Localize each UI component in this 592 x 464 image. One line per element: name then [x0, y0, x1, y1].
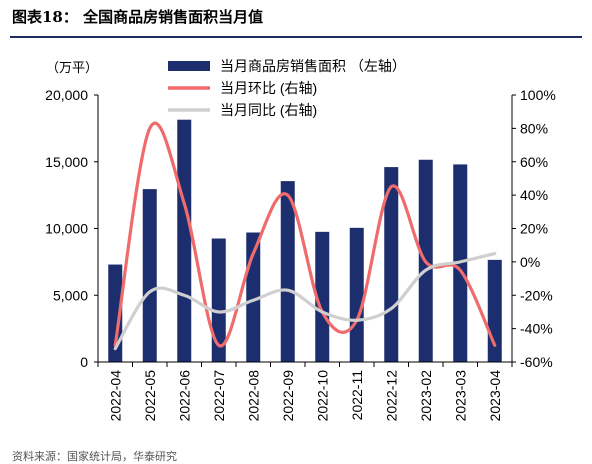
- right-tick-label: -20%: [520, 287, 553, 303]
- right-tick-label: 60%: [520, 154, 548, 170]
- left-tick-label: 5,000: [53, 287, 88, 303]
- legend-label: 当月同比 (右轴): [220, 102, 317, 118]
- legend-label: 当月商品房销售面积 （左轴）: [220, 58, 406, 74]
- x-tick-label: 2023-04: [487, 370, 503, 422]
- x-tick-label: 2022-12: [383, 370, 399, 422]
- axes: 0 5,000 10,000 15,000 20,000 -60% -40% -20% 0% 20…: [45, 87, 556, 421]
- legend: 当月商品房销售面积 （左轴） 当月环比 (右轴) 当月同比 (右轴): [168, 58, 406, 118]
- bar-series: [108, 120, 502, 362]
- right-tick-label: -40%: [520, 321, 553, 337]
- right-tick-label: 100%: [520, 87, 556, 103]
- bar-2022-09: [281, 181, 295, 362]
- x-tick-label: 2022-05: [142, 370, 158, 422]
- bar-2022-06: [177, 120, 191, 362]
- x-tick-label: 2022-08: [245, 370, 261, 422]
- line-series: [115, 123, 495, 348]
- left-tick-label: 10,000: [45, 221, 88, 237]
- x-tick-label: 2022-11: [349, 370, 365, 421]
- legend-label: 当月环比 (右轴): [220, 80, 317, 96]
- left-tick-label: 0: [80, 354, 88, 370]
- left-axis-unit-label: （万平）: [46, 60, 98, 75]
- left-tick-label: 15,000: [45, 154, 88, 170]
- right-tick-label: 40%: [520, 187, 548, 203]
- bar-2022-11: [350, 228, 364, 362]
- bar-2022-05: [143, 189, 157, 362]
- right-tick-label: 20%: [520, 221, 548, 237]
- x-tick-label: 2022-10: [314, 370, 330, 422]
- line-series-1: [115, 123, 495, 346]
- x-tick-label: 2022-06: [176, 370, 192, 422]
- legend-swatch-bar: [168, 61, 210, 71]
- x-tick-label: 2022-09: [280, 370, 296, 422]
- x-tick-label: 2022-07: [211, 370, 227, 422]
- x-tick-label: 2023-02: [418, 370, 434, 422]
- right-tick-label: -60%: [520, 354, 553, 370]
- x-tick-label: 2022-04: [107, 370, 123, 422]
- left-tick-label: 20,000: [45, 87, 88, 103]
- right-tick-label: 0%: [520, 254, 540, 270]
- right-tick-label: 80%: [520, 120, 548, 136]
- x-tick-label: 2023-03: [452, 370, 468, 422]
